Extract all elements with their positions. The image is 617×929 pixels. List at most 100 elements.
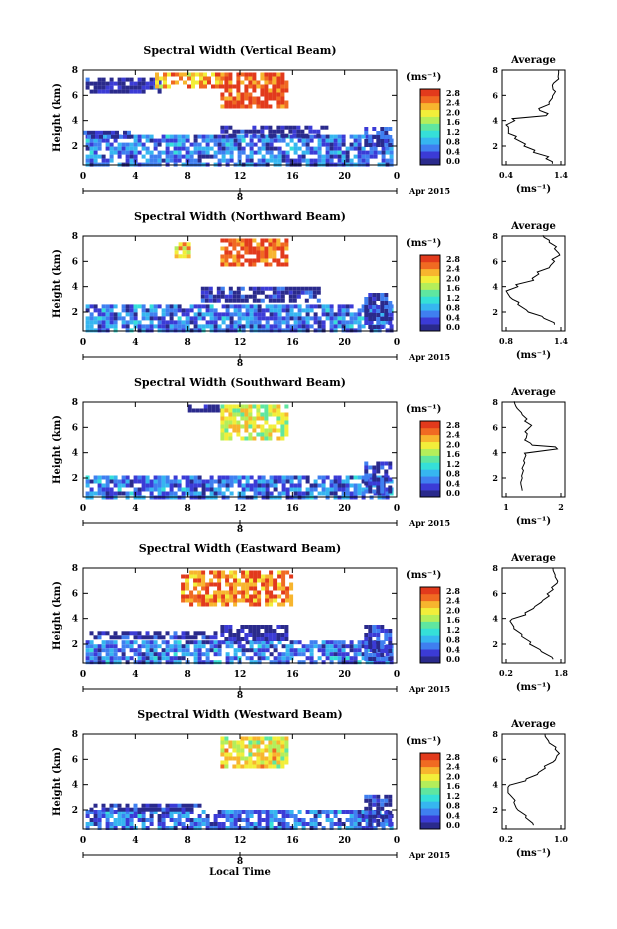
heatmap-cell [325,814,330,818]
heatmap-cell [256,756,261,761]
heatmap-cell [368,633,373,637]
heatmap-cell [113,320,118,325]
heatmap-cell [228,238,233,243]
heatmap-cell [248,748,253,753]
heatmap-cell [236,408,241,413]
heatmap-cell [284,88,289,93]
heatmap-cell [133,138,138,143]
heatmap-cell [272,84,277,89]
heatmap-cell [357,810,362,814]
heatmap-cell [101,483,106,488]
heatmap-cell [233,652,238,657]
heatmap-cell [353,138,358,143]
heatmap-cell [353,487,358,492]
heatmap-cell [321,660,326,665]
heatmap-cell [264,760,269,765]
heatmap-cell [127,134,131,139]
heatmap-cell [182,242,187,247]
heatmap-cell [280,740,285,745]
heatmap-cell [141,803,146,808]
average-line [509,568,559,660]
heatmap-cell [153,807,158,812]
heatmap-cell [129,304,134,309]
heatmap-cell [372,135,377,139]
heatmap-cell [380,131,385,135]
heatmap-cell [301,154,306,159]
heatmap-cell [232,633,237,637]
heatmap-cell [329,154,334,159]
heatmap-cell [171,80,175,85]
heatmap-cell [249,594,254,599]
heatmap-cell [129,818,134,822]
heatmap-cell [228,629,233,633]
heatmap-cell [157,150,162,155]
y-tick-label: 2 [72,640,78,650]
heatmap-cell [341,324,346,329]
heatmap-cell [117,312,122,317]
heatmap-cell [197,656,202,661]
heatmap-cell [189,640,194,645]
heatmap-cell [341,138,346,143]
heatmap-cell [224,84,229,89]
heatmap-cell [256,250,261,255]
average-y-tick-label: 4 [492,780,498,790]
heatmap-cell [101,312,106,317]
heatmap-cell [248,625,253,629]
heatmap-cell [232,258,237,263]
heatmap-cell [117,150,122,155]
heatmap-cell [361,158,366,163]
heatmap-cell [357,644,362,649]
heatmap-cell [281,810,286,814]
heatmap-cell [141,312,146,317]
heatmap-cell [220,629,225,633]
heatmap-cell [178,246,183,251]
heatmap-cell [225,487,230,492]
x-tick-label: 12 [234,338,247,348]
heatmap-cell [129,656,134,661]
heatmap-cell [228,298,233,303]
heatmap-cell [281,602,286,607]
heatmap-cell [228,436,233,441]
heatmap-cell [276,637,281,641]
heatmap-cell [221,479,226,484]
heatmap-cell [341,487,346,492]
heatmap-cell [85,142,90,147]
colorbar-frame [419,586,441,664]
heatmap-cell [224,420,229,425]
colorbar-swatch [420,310,440,318]
heatmap-cell [171,72,175,77]
average-y-tick-label: 4 [492,448,498,458]
heatmap-cell [181,328,186,333]
heatmap-cell [236,756,241,761]
heatmap-cell [233,590,238,595]
heatmap-cell [333,475,338,480]
colorbar: (ms⁻¹)2.82.42.01.61.20.80.40.0 [406,570,460,664]
heatmap-cell [317,146,322,151]
heatmap-cell [228,752,233,757]
heatmap-cell [241,810,246,814]
heatmap-cells [85,404,394,500]
heatmap-cell [97,324,102,329]
heatmap-cell [149,304,154,309]
colorbar-tick-label: 0.4 [446,146,460,156]
heatmap-cell [97,479,102,484]
heatmap-cell [109,77,114,82]
heatmap-cell [157,328,162,333]
heatmap-cell [201,312,206,317]
heatmap-cell [248,238,253,243]
heatmap-cell [97,644,102,649]
heatmap-cell [205,586,210,591]
heatmap-cell [113,822,118,826]
heatmap-cell [265,324,270,329]
heatmap-cell [261,656,266,661]
heatmap-cell [209,640,214,645]
heatmap-cell [305,475,310,480]
heatmap-cell [245,570,250,575]
heatmap-cell [99,134,103,139]
heatmap-cell [228,92,233,97]
heatmap-cell [232,404,237,409]
heatmap-cell [388,465,393,470]
heatmap-cell [260,424,265,429]
heatmap-cell [245,479,250,484]
